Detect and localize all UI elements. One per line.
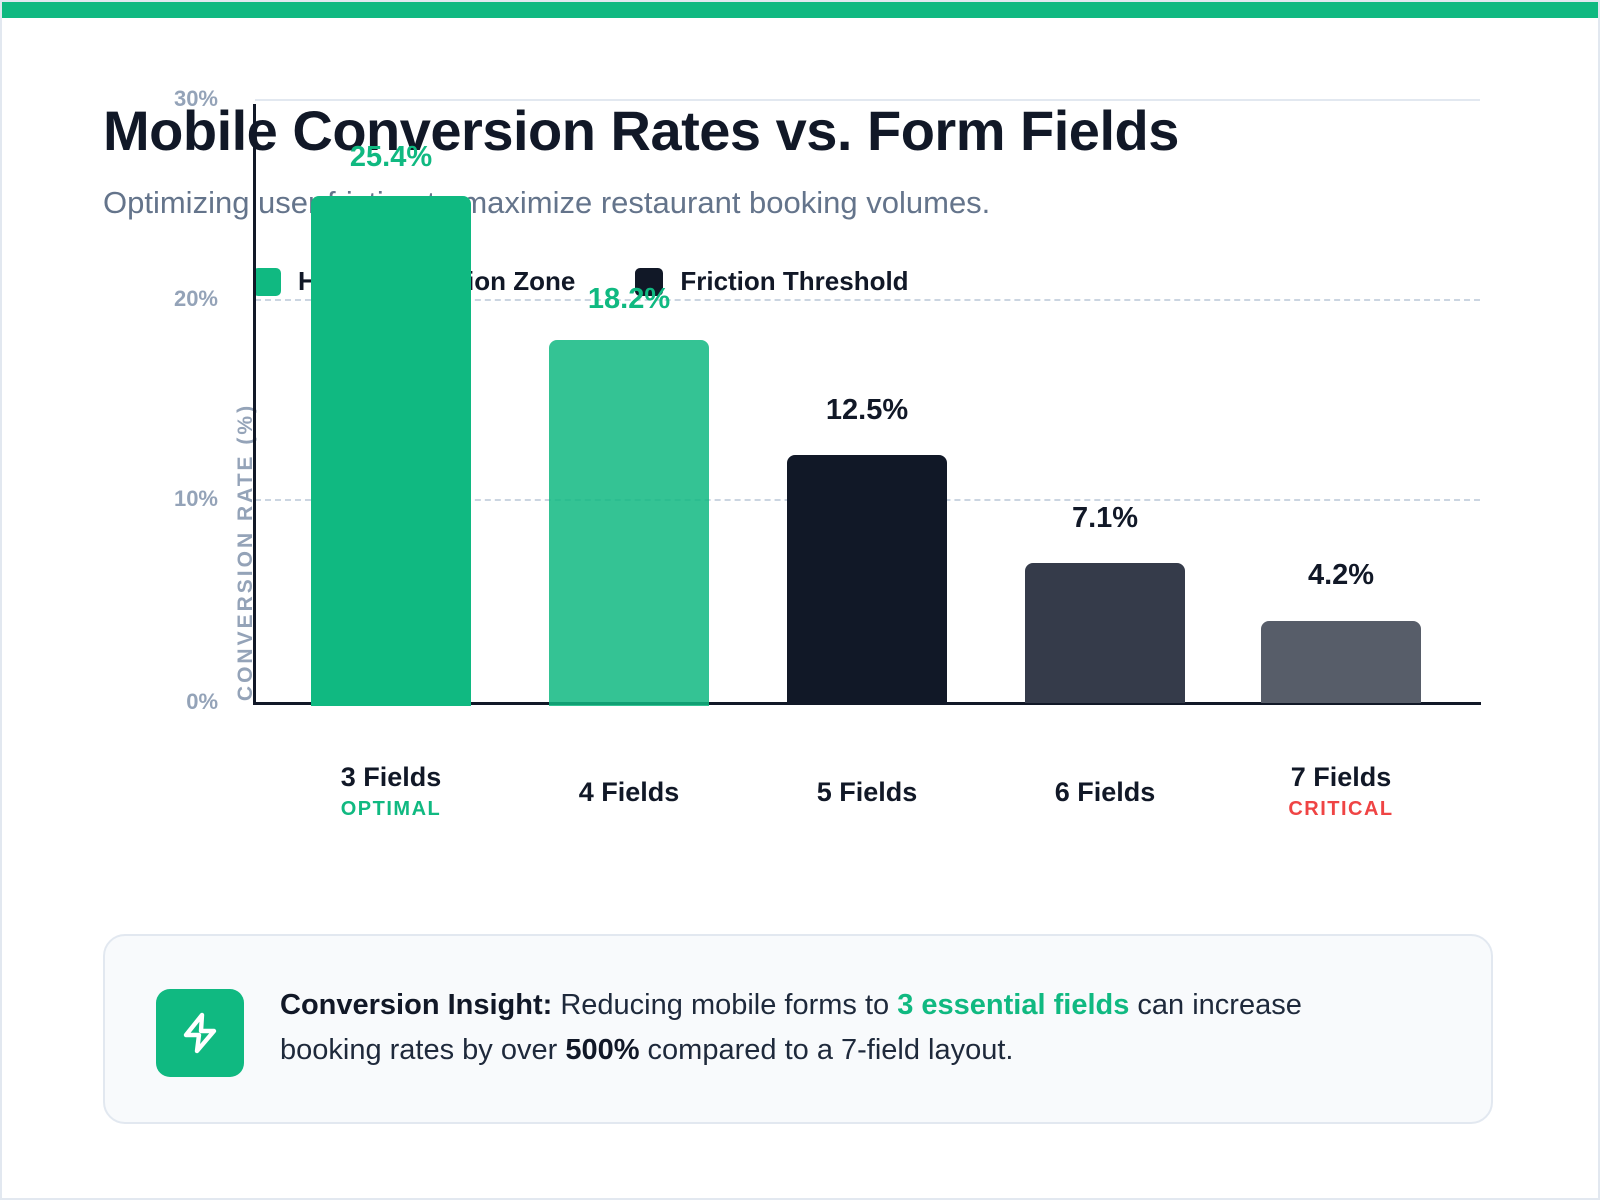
y-tick-30: 30% [173,86,218,111]
accent-top-bar [2,2,1598,18]
insight-lead: Conversion Insight: [280,989,553,1021]
category-label: 7 Fields [1290,762,1392,792]
legend-swatch-green [253,267,281,296]
critical-badge: CRITICAL [1288,798,1394,820]
bar-7-fields[interactable] [1261,621,1421,703]
insight-callout: Conversion Insight: Reducing mobile form… [103,934,1493,1124]
bar-chart: 30% 20% 10% 0% CONVERSION RATE (%) 25.4%… [2,2,1598,902]
insight-text-part: Reducing mobile forms to [552,989,898,1021]
x-category-4-fields: 4 Fields [509,757,749,827]
page-title: Mobile Conversion Rates vs. Form Fields [103,99,1179,162]
category-label: 5 Fields [816,777,918,807]
legend-swatch-dark [635,267,664,296]
insight-emphasis: 500% [565,1034,640,1066]
x-axis-line [253,702,1481,705]
y-tick-0: 0% [186,689,218,714]
page-subtitle: Optimizing user friction to maximize res… [103,185,991,220]
x-category-5-fields: 5 Fields [747,757,987,827]
x-category-6-fields: 6 Fields [985,757,1225,827]
category-label: 3 Fields [340,762,442,792]
category-label: 6 Fields [1054,777,1156,807]
bar-value-label: 12.5% [825,394,909,426]
gridline-30 [255,99,1480,101]
bar-5-fields[interactable] [787,455,947,703]
y-axis-line [253,104,256,705]
bar-6-fields[interactable] [1025,563,1185,703]
category-label: 4 Fields [578,777,680,807]
optimal-badge: OPTIMAL [340,798,442,820]
legend-item-friction-threshold: Friction Threshold [635,266,909,297]
y-tick-20: 20% [173,286,218,311]
bar-value-label: 7.1% [1071,502,1139,534]
lightning-bolt-icon [156,989,244,1077]
bar-3-fields[interactable] [311,196,471,706]
bar-4-fields[interactable] [549,340,709,706]
insight-text-part: compared to a 7-field layout. [639,1034,1014,1066]
y-tick-10: 10% [173,486,218,511]
x-category-3-fields: 3 Fields OPTIMAL [271,757,511,827]
gridline-20 [255,299,1480,301]
insight-highlight: 3 essential fields [897,989,1130,1021]
bar-value-label: 25.4% [349,141,433,173]
legend-label: Friction Threshold [680,266,909,296]
bar-value-label: 18.2% [587,283,671,315]
bar-value-label: 4.2% [1307,559,1375,591]
insight-text-part: can increase booking rates by over [280,989,1302,1066]
x-category-7-fields: 7 Fields CRITICAL [1221,757,1461,827]
insight-text: Conversion Insight: Reducing mobile form… [280,983,1380,1073]
